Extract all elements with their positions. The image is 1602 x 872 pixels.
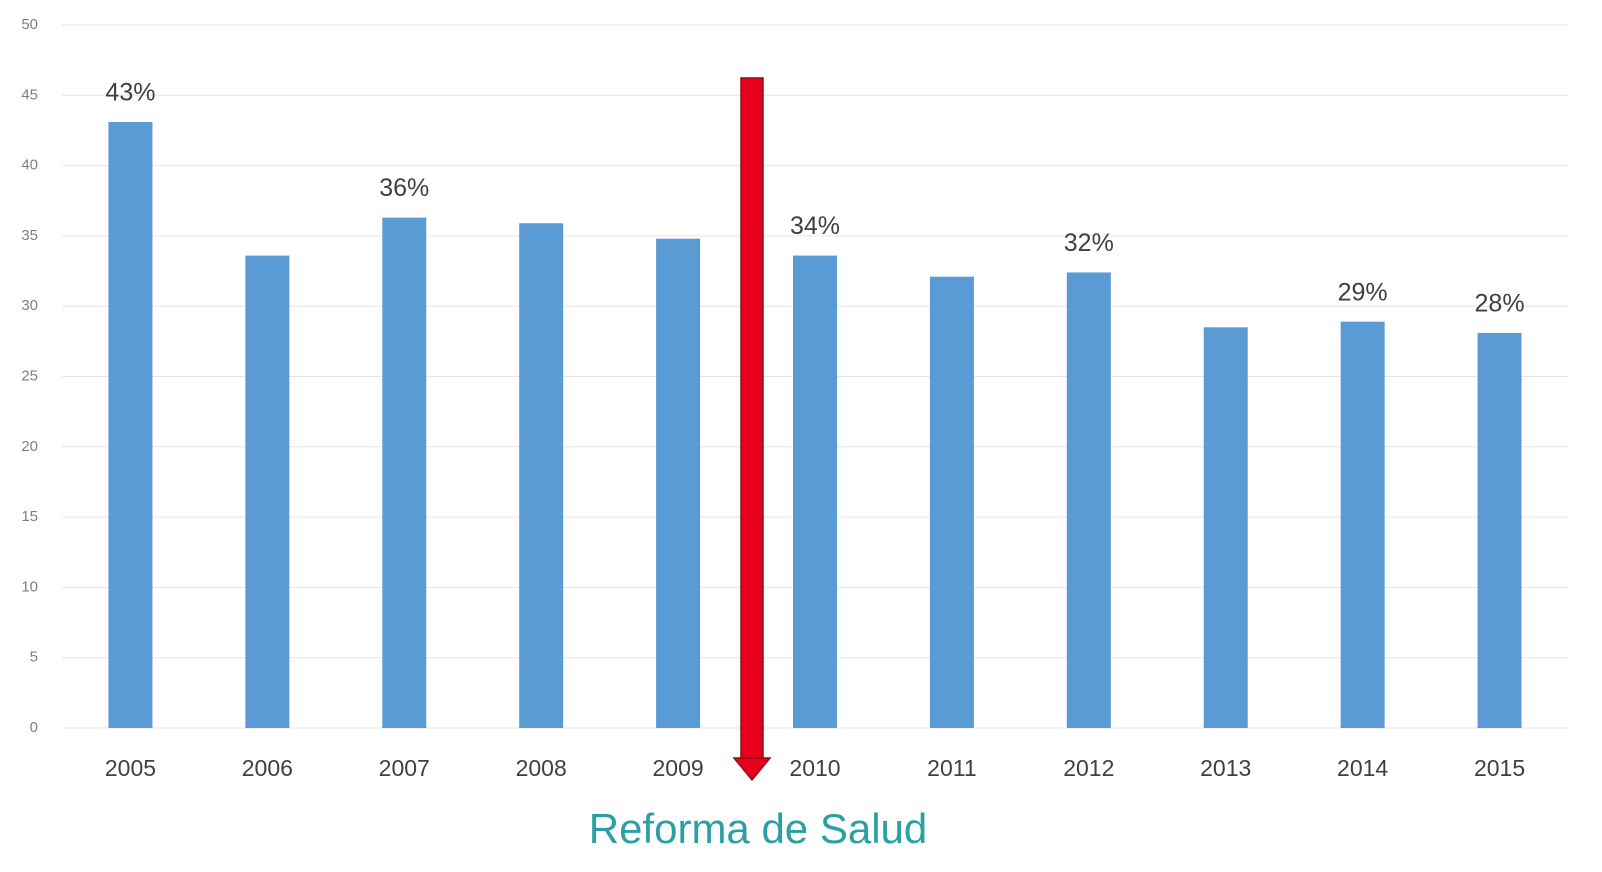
bar xyxy=(656,238,701,728)
y-tick-label: 30 xyxy=(21,297,38,314)
y-tick-label: 15 xyxy=(21,508,38,525)
x-tick-label: 2011 xyxy=(927,755,976,781)
annotation: Reforma de Salud xyxy=(589,805,928,852)
y-tick-label: 5 xyxy=(30,649,38,666)
y-tick-label: 40 xyxy=(21,157,38,174)
bar xyxy=(1066,272,1111,728)
reform-arrow xyxy=(732,77,772,782)
x-tick-label: 2005 xyxy=(105,755,156,781)
data-label: 36% xyxy=(379,174,429,202)
bar xyxy=(1203,327,1248,728)
x-tick-label: 2015 xyxy=(1474,755,1525,781)
bar xyxy=(1340,321,1385,728)
x-tick-label: 2014 xyxy=(1337,755,1388,781)
x-tick-label: 2012 xyxy=(1063,755,1114,781)
x-tick-label: 2013 xyxy=(1200,755,1251,781)
data-label: 34% xyxy=(790,212,840,240)
y-tick-label: 0 xyxy=(30,719,38,736)
bar xyxy=(108,122,153,729)
bar xyxy=(793,255,837,729)
bar xyxy=(245,255,290,729)
x-tick-label: 2007 xyxy=(379,755,430,781)
bar xyxy=(1477,332,1522,728)
bar xyxy=(519,223,564,728)
data-label: 29% xyxy=(1338,278,1388,306)
y-tick-label: 50 xyxy=(21,16,38,33)
data-label: 43% xyxy=(105,79,155,107)
x-tick-label: 2009 xyxy=(653,755,704,781)
y-tick-label: 35 xyxy=(21,227,38,244)
data-label: 32% xyxy=(1064,229,1114,257)
data-label: 28% xyxy=(1475,290,1525,318)
x-tick-label: 2006 xyxy=(242,755,293,781)
y-tick-label: 45 xyxy=(21,86,38,103)
y-tick-label: 10 xyxy=(21,578,38,595)
x-tick-label: 2008 xyxy=(516,755,567,781)
bar xyxy=(382,217,427,728)
bar xyxy=(929,276,974,728)
x-tick-label: 2010 xyxy=(789,755,840,781)
y-tick-label: 20 xyxy=(21,438,38,455)
y-tick-label: 25 xyxy=(21,367,38,384)
